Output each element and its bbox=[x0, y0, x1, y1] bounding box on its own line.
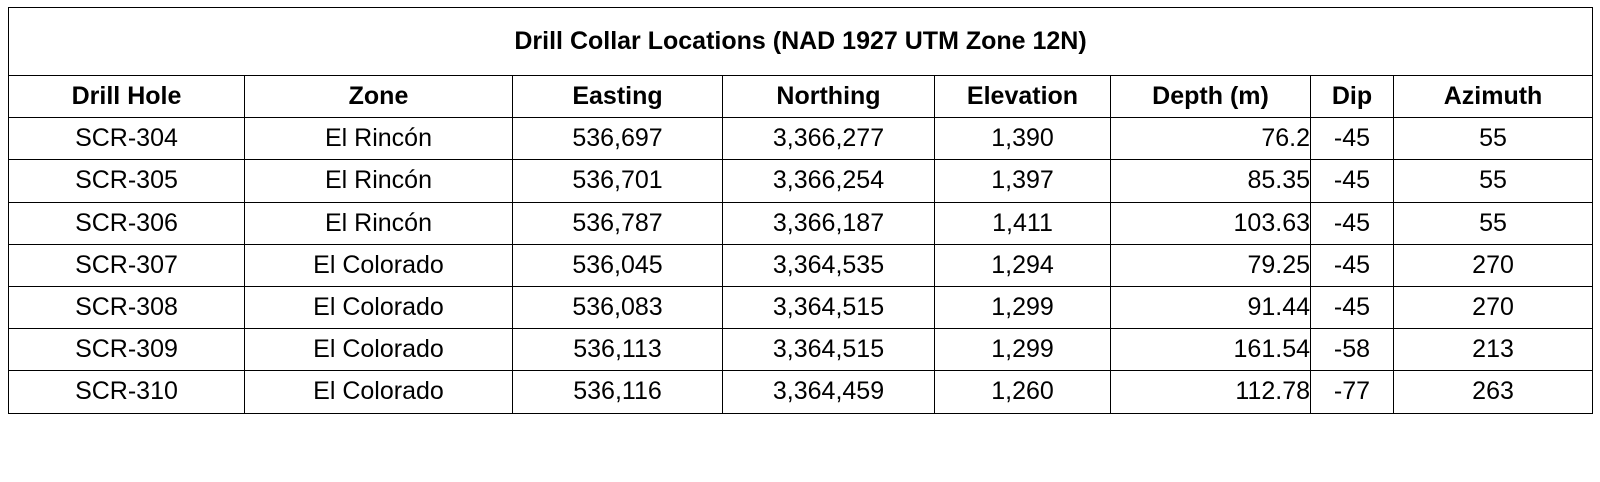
cell-elevation: 1,299 bbox=[934, 285, 1111, 330]
cell-elevation: 1,260 bbox=[934, 370, 1111, 414]
cell-drill-hole: SCR-308 bbox=[8, 285, 245, 330]
cell-zone: El Rincón bbox=[244, 201, 513, 245]
cell-easting: 536,697 bbox=[512, 117, 723, 161]
cell-drill-hole: SCR-305 bbox=[8, 159, 245, 203]
cell-elevation: 1,397 bbox=[934, 159, 1111, 203]
cell-zone: El Colorado bbox=[244, 243, 513, 287]
table-row: SCR-304 El Rincón 536,697 3,366,277 1,39… bbox=[8, 117, 1594, 161]
cell-northing: 3,366,277 bbox=[722, 117, 935, 161]
table-title-row: Drill Collar Locations (NAD 1927 UTM Zon… bbox=[7, 7, 1594, 76]
cell-azimuth: 55 bbox=[1392, 201, 1594, 245]
cell-easting: 536,116 bbox=[512, 370, 723, 414]
cell-easting: 536,787 bbox=[512, 201, 723, 245]
header-row: Drill Hole Zone Easting Northing Elevati… bbox=[8, 74, 1594, 119]
cell-drill-hole: SCR-304 bbox=[8, 117, 245, 161]
cell-easting: 536,083 bbox=[512, 285, 723, 330]
table-row: SCR-308 El Colorado 536,083 3,364,515 1,… bbox=[8, 285, 1594, 330]
cell-depth: 85.35 bbox=[1110, 159, 1311, 203]
header-depth: Depth (m) bbox=[1110, 74, 1311, 119]
cell-dip: -77 bbox=[1310, 370, 1394, 414]
cell-easting: 536,701 bbox=[512, 159, 723, 203]
cell-dip: -45 bbox=[1310, 117, 1394, 161]
cell-azimuth: 270 bbox=[1392, 243, 1594, 287]
header-easting: Easting bbox=[512, 74, 723, 119]
table-row: SCR-306 El Rincón 536,787 3,366,187 1,41… bbox=[8, 201, 1594, 245]
cell-zone: El Rincón bbox=[244, 159, 513, 203]
cell-dip: -45 bbox=[1310, 285, 1394, 330]
cell-northing: 3,364,515 bbox=[722, 285, 935, 330]
cell-depth: 76.2 bbox=[1110, 117, 1311, 161]
cell-zone: El Colorado bbox=[244, 285, 513, 330]
cell-depth: 103.63 bbox=[1110, 201, 1311, 245]
cell-zone: El Rincón bbox=[244, 117, 513, 161]
cell-northing: 3,366,254 bbox=[722, 159, 935, 203]
header-azimuth: Azimuth bbox=[1392, 74, 1594, 119]
cell-easting: 536,045 bbox=[512, 243, 723, 287]
cell-azimuth: 55 bbox=[1392, 159, 1594, 203]
cell-depth: 91.44 bbox=[1110, 285, 1311, 330]
cell-northing: 3,366,187 bbox=[722, 201, 935, 245]
cell-elevation: 1,294 bbox=[934, 243, 1111, 287]
drill-collar-table: Drill Collar Locations (NAD 1927 UTM Zon… bbox=[7, 7, 1594, 414]
cell-dip: -45 bbox=[1310, 159, 1394, 203]
cell-zone: El Colorado bbox=[244, 370, 513, 414]
header-zone: Zone bbox=[244, 74, 513, 119]
cell-azimuth: 55 bbox=[1392, 117, 1594, 161]
cell-elevation: 1,390 bbox=[934, 117, 1111, 161]
header-drill-hole: Drill Hole bbox=[8, 74, 245, 119]
header-dip: Dip bbox=[1310, 74, 1394, 119]
table-row: SCR-309 El Colorado 536,113 3,364,515 1,… bbox=[8, 328, 1594, 372]
cell-northing: 3,364,535 bbox=[722, 243, 935, 287]
cell-elevation: 1,411 bbox=[934, 201, 1111, 245]
cell-elevation: 1,299 bbox=[934, 328, 1111, 372]
cell-dip: -45 bbox=[1310, 243, 1394, 287]
cell-drill-hole: SCR-307 bbox=[8, 243, 245, 287]
table-row: SCR-305 El Rincón 536,701 3,366,254 1,39… bbox=[8, 159, 1594, 203]
table-title: Drill Collar Locations (NAD 1927 UTM Zon… bbox=[7, 7, 1594, 76]
cell-azimuth: 270 bbox=[1392, 285, 1594, 330]
cell-azimuth: 263 bbox=[1392, 370, 1594, 414]
cell-dip: -45 bbox=[1310, 201, 1394, 245]
cell-azimuth: 213 bbox=[1392, 328, 1594, 372]
cell-dip: -58 bbox=[1310, 328, 1394, 372]
table-row: SCR-310 El Colorado 536,116 3,364,459 1,… bbox=[8, 370, 1594, 414]
cell-zone: El Colorado bbox=[244, 328, 513, 372]
cell-depth: 112.78 bbox=[1110, 370, 1311, 414]
cell-northing: 3,364,459 bbox=[722, 370, 935, 414]
header-northing: Northing bbox=[722, 74, 935, 119]
cell-drill-hole: SCR-309 bbox=[8, 328, 245, 372]
cell-depth: 161.54 bbox=[1110, 328, 1311, 372]
cell-drill-hole: SCR-310 bbox=[8, 370, 245, 414]
cell-easting: 536,113 bbox=[512, 328, 723, 372]
cell-drill-hole: SCR-306 bbox=[8, 201, 245, 245]
cell-depth: 79.25 bbox=[1110, 243, 1311, 287]
cell-northing: 3,364,515 bbox=[722, 328, 935, 372]
table-row: SCR-307 El Colorado 536,045 3,364,535 1,… bbox=[8, 243, 1594, 287]
header-elevation: Elevation bbox=[934, 74, 1111, 119]
